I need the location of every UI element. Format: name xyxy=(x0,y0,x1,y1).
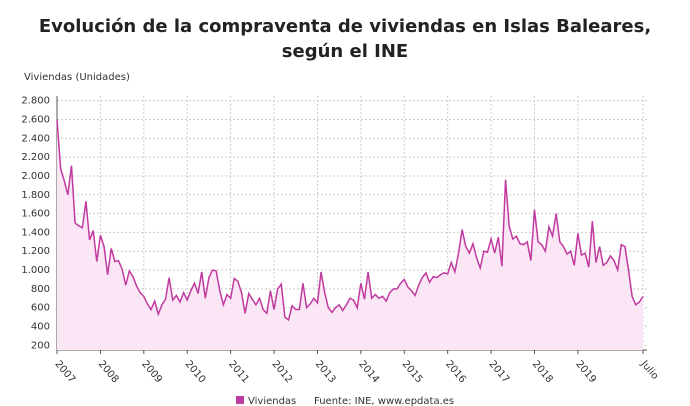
y-tick-label: 1.600 xyxy=(21,209,50,220)
y-tick-label: 2.200 xyxy=(21,152,50,163)
x-tick-label: 2012 xyxy=(269,359,294,386)
x-tick-label: 2016 xyxy=(443,359,468,386)
x-tick-label: 2014 xyxy=(356,359,381,386)
y-tick-label: 1.000 xyxy=(21,265,50,276)
x-tick-label: Julio xyxy=(638,358,661,382)
x-tick-label: 2011 xyxy=(226,359,251,386)
y-tick-label: 1.400 xyxy=(21,227,50,238)
x-tick-label: 2018 xyxy=(530,359,555,386)
line xyxy=(56,119,644,322)
y-tick-label: 1.200 xyxy=(21,246,50,257)
y-axis-label: Viviendas (Unidades) xyxy=(24,72,130,83)
x-tick-label: 2017 xyxy=(486,359,511,386)
x-tick-label: 2010 xyxy=(183,359,208,386)
area xyxy=(57,119,643,350)
chart-title: Evolución de la compraventa de viviendas… xyxy=(38,16,652,62)
y-tick-label: 400 xyxy=(31,321,50,332)
x-tick-label: 2009 xyxy=(139,359,164,386)
legend-label: Viviendas xyxy=(248,396,296,406)
x-tick-label: 2007 xyxy=(52,359,77,386)
y-tick-label: 2.000 xyxy=(21,171,50,182)
x-tick-label: 2019 xyxy=(573,359,598,386)
x-tick-label: 2015 xyxy=(400,359,425,386)
source: Fuente: INE, www.epdata.es xyxy=(314,396,454,406)
y-tick-label: 2.400 xyxy=(21,133,50,144)
x-tick-label: 2013 xyxy=(313,359,338,386)
y-tick-label: 600 xyxy=(31,303,50,314)
y-tick-label: 1.800 xyxy=(21,190,50,201)
x-tick-label: 2008 xyxy=(96,359,121,386)
y-tick-label: 200 xyxy=(31,340,50,351)
y-tick-label: 2.800 xyxy=(21,96,50,107)
y-tick-label: 2.600 xyxy=(21,115,50,126)
y-tick-label: 800 xyxy=(31,284,50,295)
legend-swatch xyxy=(236,396,244,404)
